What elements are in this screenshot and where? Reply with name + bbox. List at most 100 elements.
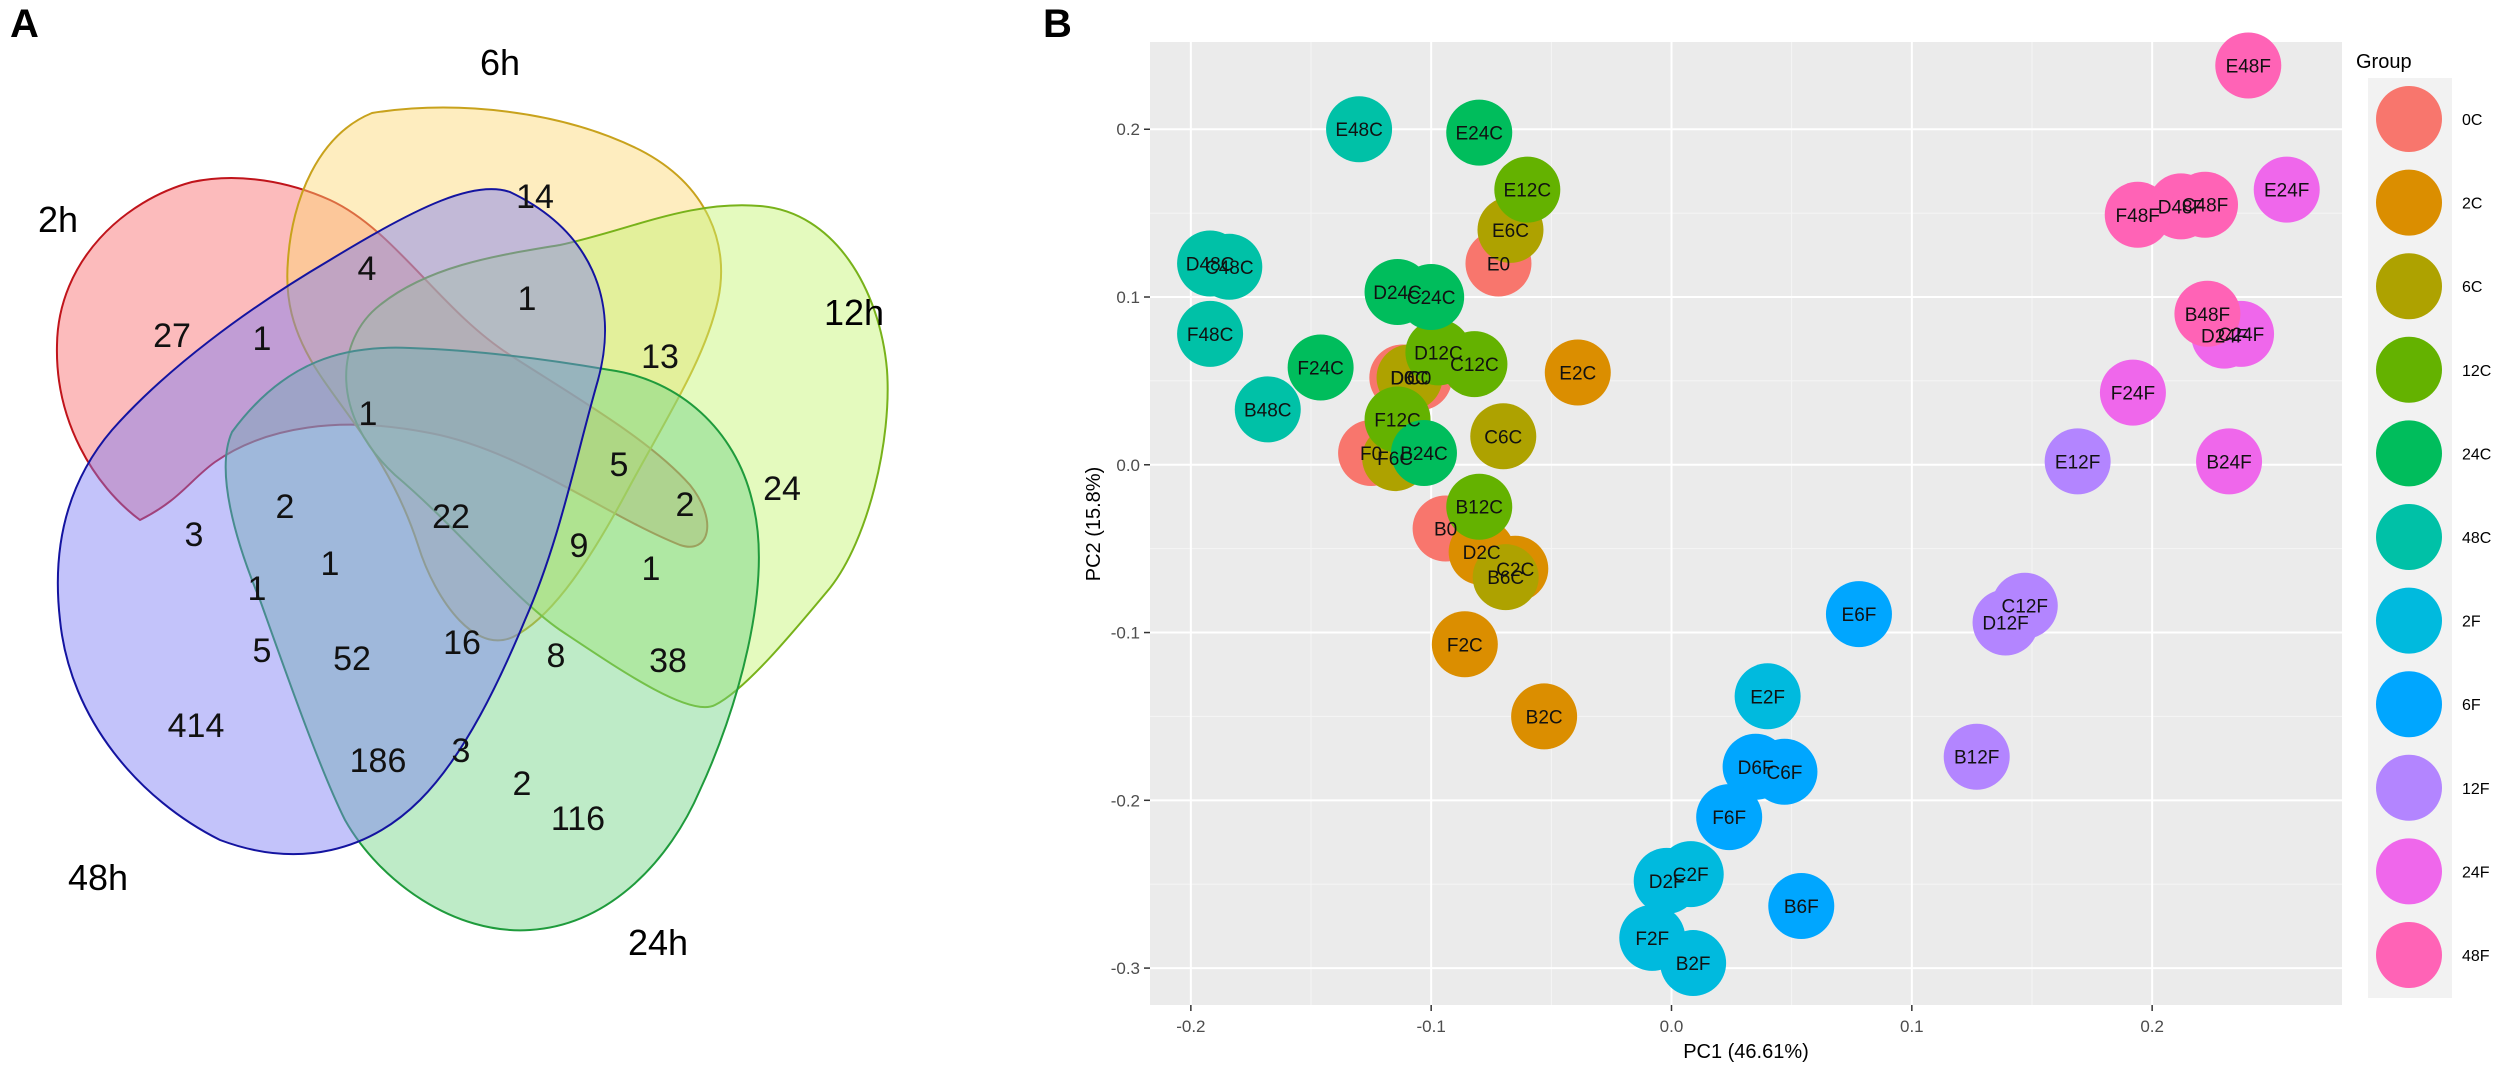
x-tick-label: -0.2 <box>1176 1017 1205 1036</box>
legend-entry-label: 2C <box>2462 196 2482 213</box>
point-label: F24F <box>2111 384 2155 405</box>
venn-count: 1 <box>321 545 340 583</box>
y-axis-label: PC2 (15.8%) <box>1083 467 1105 582</box>
legend-entry-label: 6F <box>2462 697 2481 714</box>
data-point <box>1398 264 1465 331</box>
data-point <box>1511 683 1578 750</box>
y-tick-label: 0.0 <box>1116 456 1140 475</box>
data-point <box>1825 581 1892 648</box>
data-point <box>2044 428 2111 495</box>
venn-region-counts: 27 4 14 13 24 38 116 414 1 1 2 3 1 1 5 5… <box>153 178 801 838</box>
point-label: E6F <box>1842 605 1877 626</box>
point-label: F6F <box>1712 808 1746 829</box>
legend-key <box>2376 838 2442 905</box>
point-label: C24F <box>2218 325 2264 346</box>
venn-shapes <box>55 106 889 932</box>
venn-count: 1 <box>642 550 661 588</box>
point-label: B24F <box>2206 452 2251 473</box>
y-tick-label: 0.1 <box>1116 288 1140 307</box>
point-label: D0 <box>1390 369 1414 390</box>
venn-count: 186 <box>350 742 407 780</box>
venn-count: 8 <box>547 637 566 675</box>
panel-a-label: A <box>10 2 39 46</box>
x-tick-label: -0.1 <box>1417 1017 1446 1036</box>
point-label: F48C <box>1187 325 1233 346</box>
y-tick-label: -0.1 <box>1111 624 1140 643</box>
venn-count: 9 <box>570 527 589 565</box>
venn-count: 5 <box>610 446 629 484</box>
data-point <box>2215 32 2282 99</box>
data-point <box>2104 181 2171 248</box>
point-label: F12C <box>1374 410 1420 431</box>
data-point <box>1768 873 1835 940</box>
venn-set-48h <box>56 188 606 856</box>
point-label: C48F <box>2182 196 2228 217</box>
legend-entry-label: 24C <box>2462 446 2491 463</box>
point-label: C48C <box>1205 258 1254 279</box>
venn-count: 1 <box>359 395 378 433</box>
data-point <box>1943 723 2010 790</box>
point-label: D2F <box>1649 872 1685 893</box>
legend: Group 0C 2C 6C 12C 24C 48C 2F 6F 12F 24F 48F <box>2356 51 2491 998</box>
point-label: D12C <box>1414 343 1463 364</box>
data-point <box>1657 841 1724 908</box>
venn-count: 22 <box>432 498 470 536</box>
legend-key <box>2376 253 2442 320</box>
venn-count: 24 <box>763 470 801 508</box>
legend-key <box>2376 420 2442 487</box>
y-tick-label: -0.3 <box>1111 959 1140 978</box>
x-tick-label: 0.1 <box>1900 1017 1924 1036</box>
x-axis-label: PC1 (46.61%) <box>1683 1041 1809 1063</box>
legend-entry-label: 12F <box>2462 781 2490 798</box>
venn-set-labels: 2h 6h 12h 24h 48h <box>38 42 884 963</box>
point-label: E48F <box>2226 56 2271 77</box>
venn-set-12h <box>345 204 889 709</box>
axes: -0.2 -0.1 0.0 0.1 0.2 -0.3 -0.2 -0.1 0.0 0.1 0.2 <box>1111 120 2164 1036</box>
point-label: B0 <box>1434 520 1457 541</box>
venn-count: 52 <box>333 640 371 678</box>
legend-entry-label: 0C <box>2462 112 2482 129</box>
data-point <box>1751 738 1818 805</box>
point-label: E0 <box>1487 254 1510 275</box>
legend-key <box>2376 587 2442 654</box>
venn-count: 5 <box>253 632 272 670</box>
point-label: C24C <box>1407 288 1456 309</box>
point-label: F6C <box>1377 449 1413 470</box>
data-point <box>1470 403 1537 470</box>
venn-count: 27 <box>153 317 191 355</box>
venn-count: 2 <box>276 488 295 526</box>
legend-key <box>2376 86 2442 152</box>
point-label: B48F <box>2185 305 2230 326</box>
data-point <box>1734 663 1801 730</box>
venn-label-2h: 2h <box>38 199 78 240</box>
venn-set-6h <box>286 106 723 642</box>
legend-key <box>2376 336 2442 403</box>
legend-key <box>2376 671 2442 738</box>
venn-set-24h <box>224 346 760 932</box>
venn-count: 4 <box>358 250 377 288</box>
legend-entry-label: 2F <box>2462 614 2481 631</box>
point-label: D12F <box>1982 613 2028 634</box>
data-point <box>2196 428 2263 495</box>
data-point <box>2099 359 2166 426</box>
point-label: D6F <box>1738 758 1774 779</box>
point-label: D48C <box>1186 254 1235 275</box>
point-label: D24F <box>2201 327 2247 348</box>
data-point <box>1234 376 1301 443</box>
data-point <box>1196 233 1263 300</box>
point-label: B12C <box>1455 498 1503 519</box>
venn-count: 1 <box>248 570 267 608</box>
venn-count: 2 <box>676 486 695 524</box>
data-point <box>1446 99 1513 166</box>
data-point <box>1326 96 1393 163</box>
y-tick-label: 0.2 <box>1116 120 1140 139</box>
point-label: F24C <box>1297 358 1343 379</box>
point-label: B6F <box>1784 897 1819 918</box>
venn-count: 1 <box>253 320 272 358</box>
point-label: B12F <box>1954 748 1999 769</box>
venn-label-48h: 48h <box>68 857 128 898</box>
point-label: F48F <box>2116 206 2160 227</box>
point-label: C2C <box>1496 560 1534 581</box>
point-label: E2C <box>1559 364 1596 385</box>
point-label: E6C <box>1492 221 1529 242</box>
